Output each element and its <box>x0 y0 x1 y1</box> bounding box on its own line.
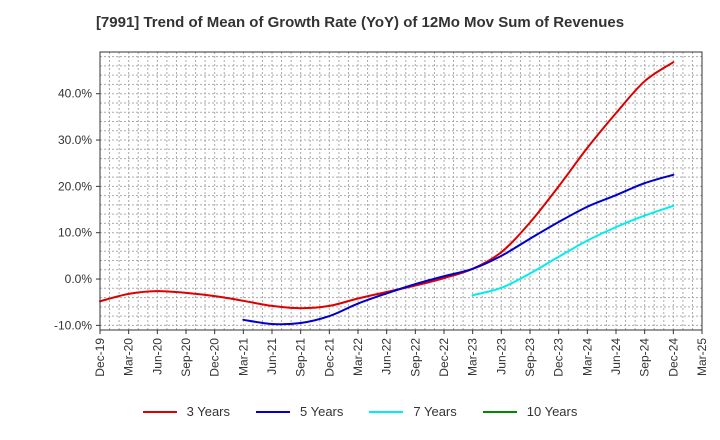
y-tick-label: 20.0% <box>58 179 92 193</box>
y-tick-label: 30.0% <box>58 133 92 147</box>
x-tick-label: Dec-23 <box>552 338 566 377</box>
series-lines <box>99 61 675 326</box>
x-tick-label: Mar-21 <box>236 338 250 376</box>
legend-item-3-years: 3 Years <box>142 404 230 419</box>
legend-item-7-years: 7 Years <box>369 404 457 419</box>
x-tick-label: Jun-22 <box>380 338 394 375</box>
y-tick-label: 0.0% <box>65 272 93 286</box>
x-tick-label: Sep-23 <box>523 338 537 377</box>
x-tick-label: Jun-23 <box>494 338 508 375</box>
legend-label-5-years: 5 Years <box>300 404 344 419</box>
chart-legend: 3 Years 5 Years 7 Years 10 Years <box>0 404 720 419</box>
legend-label-7-years: 7 Years <box>413 404 457 419</box>
x-tick-label: Dec-19 <box>93 338 107 377</box>
legend-swatch-10-years <box>482 410 517 413</box>
plot-frame <box>99 51 703 331</box>
legend-swatch-5-years <box>256 410 290 413</box>
x-tick-label: Mar-22 <box>351 338 365 376</box>
plot-background <box>100 52 702 330</box>
x-tick-label: Mar-24 <box>580 338 594 376</box>
x-tick-label: Jun-24 <box>609 338 623 375</box>
x-tick-label: Mar-20 <box>122 338 136 376</box>
x-tick-label: Sep-21 <box>294 338 308 377</box>
legend-item-10-years: 10 Years <box>482 404 578 419</box>
x-tick-label: Mar-23 <box>466 338 480 376</box>
grid-lines <box>100 52 702 330</box>
y-tick-label: 10.0% <box>58 226 92 240</box>
y-tick-label: -10.0% <box>54 318 92 332</box>
x-tick-label: Jun-20 <box>150 338 164 375</box>
x-tick-label: Jun-21 <box>265 338 279 375</box>
chart-title: [7991] Trend of Mean of Growth Rate (YoY… <box>95 14 625 31</box>
line-chart: -10.0% 0.0% 10.0% 20.0% 30.0% 40.0% Dec-19 Mar… <box>54 51 709 377</box>
legend-label-3-years: 3 Years <box>186 404 230 419</box>
x-tick-label: Sep-22 <box>408 338 422 377</box>
x-axis-ticks: Dec-19 Mar-20 Jun-20 Sep-20 Dec-20 Mar-21 Jun-… <box>93 330 709 377</box>
y-axis-ticks: -10.0% 0.0% 10.0% 20.0% 30.0% 40.0% <box>54 87 100 332</box>
series-line-5-years <box>242 173 675 326</box>
x-tick-label: Dec-21 <box>322 338 336 377</box>
x-tick-label: Dec-20 <box>208 338 222 377</box>
x-tick-label: Dec-22 <box>437 338 451 377</box>
x-tick-label: Dec-24 <box>666 338 680 377</box>
legend-swatch-3-years <box>142 410 177 413</box>
x-tick-label: Sep-24 <box>638 338 652 377</box>
legend-item-5-years: 5 Years <box>256 404 343 419</box>
legend-swatch-7-years <box>369 410 404 413</box>
legend-label-10-years: 10 Years <box>526 404 578 419</box>
series-line-3-years <box>99 61 675 310</box>
series-line-7-years <box>471 204 675 297</box>
y-tick-label: 40.0% <box>58 87 92 101</box>
x-tick-label: Mar-25 <box>695 338 709 376</box>
x-tick-label: Sep-20 <box>179 338 193 377</box>
